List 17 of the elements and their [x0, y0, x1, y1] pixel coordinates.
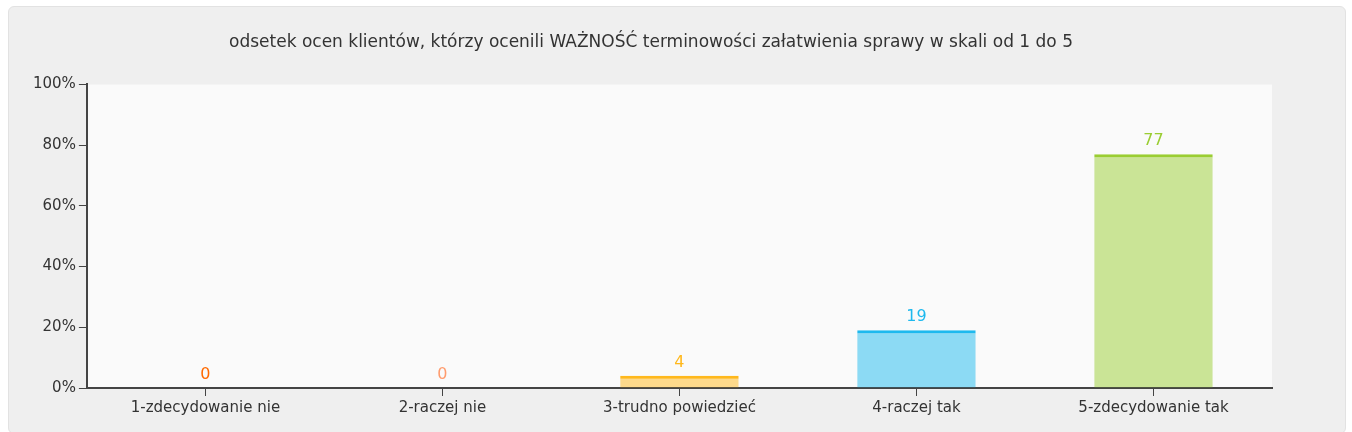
- data-label: 77: [1143, 130, 1164, 150]
- y-tick-label: 80%: [42, 135, 76, 154]
- x-tick-label: 2-raczej nie: [398, 397, 487, 416]
- x-tick-label: 4-raczej tak: [872, 397, 961, 416]
- x-tick-label: 1-zdecydowanie nie: [130, 397, 281, 416]
- y-tick-label: 40%: [42, 256, 76, 275]
- x-tick-label: 5-zdecydowanie tak: [1078, 397, 1229, 416]
- data-label: 0: [200, 364, 211, 384]
- data-label: 19: [906, 306, 927, 326]
- data-label: 4: [674, 352, 685, 372]
- y-tick-label: 0%: [52, 377, 76, 396]
- chart-title: odsetek ocen klientów, którzy ocenili WAŻNOŚĆ terminowości załatwienia sprawy w skali od 1 do 5: [229, 29, 1073, 51]
- x-tick-label: 3-trudno powiedzieć: [603, 397, 756, 416]
- y-tick-label: 100%: [32, 74, 76, 93]
- data-label: 0: [437, 364, 448, 384]
- y-tick-label: 60%: [42, 195, 76, 214]
- y-tick-label: 20%: [42, 317, 76, 336]
